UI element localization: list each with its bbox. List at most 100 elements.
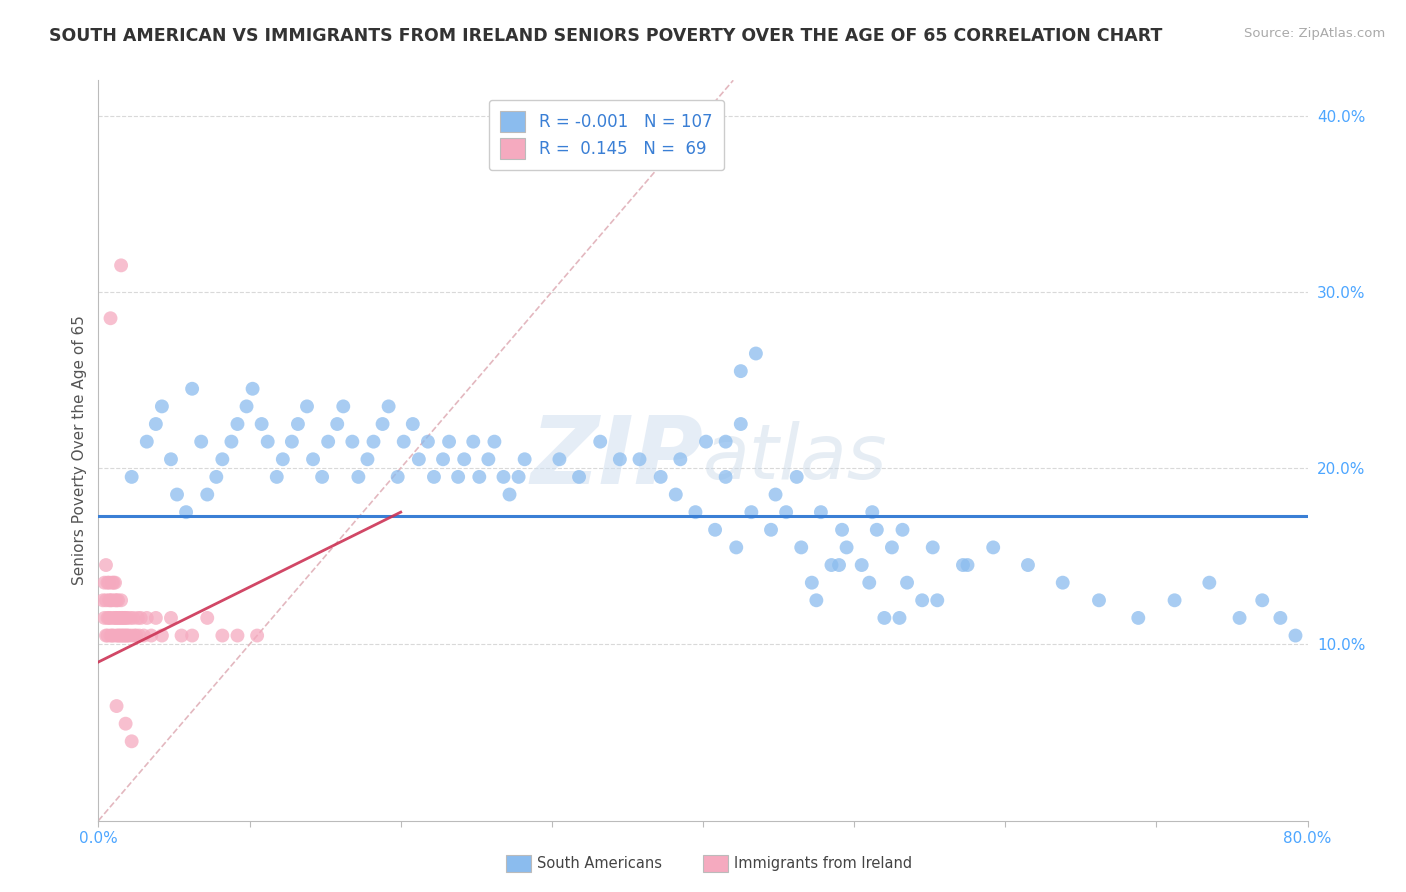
Point	[120, 611, 142, 625]
Point	[685, 505, 707, 519]
Y-axis label: Seniors Poverty Over the Age of 65: Seniors Poverty Over the Age of 65	[72, 316, 87, 585]
Point	[93, 611, 115, 625]
Point	[287, 417, 309, 431]
Point	[226, 417, 249, 431]
Point	[311, 470, 333, 484]
Point	[110, 259, 132, 273]
Point	[101, 628, 124, 642]
Point	[765, 487, 787, 501]
Point	[190, 434, 212, 449]
Point	[1229, 611, 1251, 625]
Point	[141, 628, 163, 642]
Point	[93, 575, 115, 590]
Point	[122, 611, 145, 625]
Point	[1128, 611, 1150, 625]
Point	[181, 382, 204, 396]
Point	[810, 505, 832, 519]
Point	[302, 452, 325, 467]
Point	[866, 523, 889, 537]
Text: atlas: atlas	[703, 421, 887, 495]
Point	[665, 487, 688, 501]
Point	[806, 593, 828, 607]
Point	[114, 611, 136, 625]
Point	[896, 575, 918, 590]
Point	[256, 434, 278, 449]
Point	[104, 593, 127, 607]
Point	[800, 575, 823, 590]
Point	[100, 611, 122, 625]
Point	[1163, 593, 1185, 607]
Point	[129, 611, 152, 625]
Point	[281, 434, 304, 449]
Point	[115, 611, 138, 625]
Point	[423, 470, 446, 484]
Point	[730, 417, 752, 431]
Point	[101, 575, 124, 590]
Point	[468, 470, 491, 484]
Point	[891, 523, 914, 537]
Point	[235, 400, 257, 414]
Point	[484, 434, 506, 449]
Point	[145, 417, 167, 431]
Point	[115, 628, 138, 642]
Point	[858, 575, 880, 590]
Point	[125, 628, 148, 642]
Point	[1088, 593, 1111, 607]
Point	[952, 558, 974, 572]
Point	[111, 628, 134, 642]
Point	[609, 452, 631, 467]
Point	[316, 434, 339, 449]
Point	[363, 434, 385, 449]
Point	[568, 470, 591, 484]
Point	[759, 523, 782, 537]
Point	[498, 487, 520, 501]
Point	[927, 593, 949, 607]
Point	[111, 611, 134, 625]
Point	[112, 628, 135, 642]
Point	[174, 505, 197, 519]
Point	[103, 628, 125, 642]
Point	[195, 611, 218, 625]
Point	[740, 505, 762, 519]
Point	[911, 593, 934, 607]
Point	[387, 470, 409, 484]
Point	[226, 628, 249, 642]
Point	[121, 734, 143, 748]
Point	[786, 470, 808, 484]
Point	[94, 593, 117, 607]
Point	[100, 593, 122, 607]
Point	[105, 611, 128, 625]
Point	[108, 611, 131, 625]
Legend: R = -0.001   N = 107, R =  0.145   N =  69: R = -0.001 N = 107, R = 0.145 N = 69	[489, 100, 724, 170]
Point	[1284, 628, 1306, 642]
Point	[150, 628, 173, 642]
Point	[96, 575, 118, 590]
Point	[402, 417, 425, 431]
Point	[127, 611, 149, 625]
Point	[1270, 611, 1292, 625]
Point	[150, 400, 173, 414]
Point	[103, 611, 125, 625]
Point	[921, 541, 943, 555]
Point	[250, 417, 273, 431]
Point	[181, 628, 204, 642]
Point	[205, 470, 228, 484]
Point	[342, 434, 364, 449]
Text: Immigrants from Ireland: Immigrants from Ireland	[734, 856, 912, 871]
Point	[548, 452, 571, 467]
Point	[889, 611, 911, 625]
Point	[96, 628, 118, 642]
Text: South Americans: South Americans	[537, 856, 662, 871]
Point	[221, 434, 243, 449]
Point	[266, 470, 288, 484]
Point	[135, 611, 157, 625]
Point	[745, 346, 768, 360]
Point	[107, 611, 129, 625]
Point	[101, 593, 124, 607]
Point	[121, 470, 143, 484]
Point	[714, 470, 737, 484]
Point	[347, 470, 370, 484]
Point	[1198, 575, 1220, 590]
Text: SOUTH AMERICAN VS IMMIGRANTS FROM IRELAND SENIORS POVERTY OVER THE AGE OF 65 COR: SOUTH AMERICAN VS IMMIGRANTS FROM IRELAN…	[49, 27, 1163, 45]
Point	[356, 452, 378, 467]
